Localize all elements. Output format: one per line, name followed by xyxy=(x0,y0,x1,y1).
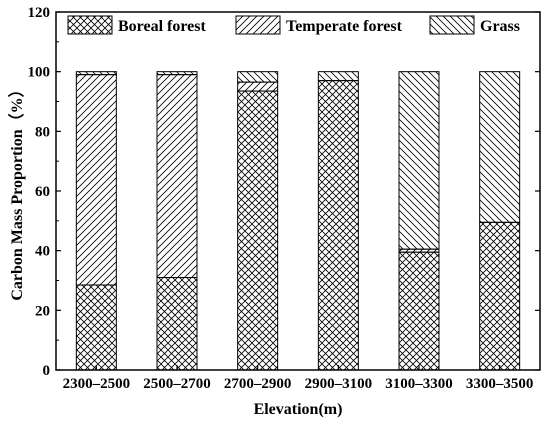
x-tick-label: 3100–3300 xyxy=(385,376,453,392)
x-tick-label: 2700–2900 xyxy=(224,376,292,392)
y-tick-label: 120 xyxy=(28,5,51,21)
bar-segment-temperate-forest xyxy=(75,74,117,286)
legend: Boreal forest Temperate forest Grass xyxy=(67,15,520,35)
plot-frame xyxy=(55,11,541,371)
x-axis-ticks: 2300–2500 2500–2700 2700–2900 2900–3100 3100… xyxy=(63,365,534,392)
bar-segment-boreal-forest xyxy=(398,251,440,371)
bar-segment-grass xyxy=(75,71,117,76)
y-axis-title: Carbon Mass Proportion（%） xyxy=(8,81,26,300)
y-tick-label: 40 xyxy=(35,244,50,260)
bar-segment-boreal-forest xyxy=(156,277,198,371)
bar-segment-temperate-forest xyxy=(237,81,279,92)
y-tick-label: 100 xyxy=(28,65,51,81)
legend-swatch xyxy=(429,15,475,35)
x-tick-label: 2300–2500 xyxy=(63,376,131,392)
legend-label: Boreal forest xyxy=(118,18,207,35)
bar-segment-grass xyxy=(317,71,359,82)
bar-segment-grass xyxy=(237,71,279,83)
y-tick-label: 60 xyxy=(35,184,50,200)
bar-segment-boreal-forest xyxy=(75,284,117,371)
legend-label: Grass xyxy=(480,18,520,35)
y-tick-label: 0 xyxy=(43,363,51,379)
bar-segment-grass xyxy=(479,71,521,223)
x-tick-label: 3300–3500 xyxy=(466,376,534,392)
bars-layer xyxy=(75,71,521,371)
y-tick-label: 80 xyxy=(35,124,50,140)
y-tick-label: 20 xyxy=(35,303,50,319)
bar-segment-boreal-forest xyxy=(237,90,279,371)
legend-swatch xyxy=(67,15,113,35)
x-tick-label: 2900–3100 xyxy=(305,376,373,392)
bar-segment-grass xyxy=(156,71,198,76)
x-tick-label: 2500–2700 xyxy=(143,376,211,392)
x-axis-title: Elevation(m) xyxy=(254,401,343,418)
bar-segment-boreal-forest xyxy=(479,221,521,371)
legend-swatch xyxy=(235,15,281,35)
bar-segment-grass xyxy=(398,71,440,250)
bar-segment-temperate-forest xyxy=(156,74,198,279)
bar-segment-boreal-forest xyxy=(317,80,359,371)
legend-label: Temperate forest xyxy=(286,18,403,35)
